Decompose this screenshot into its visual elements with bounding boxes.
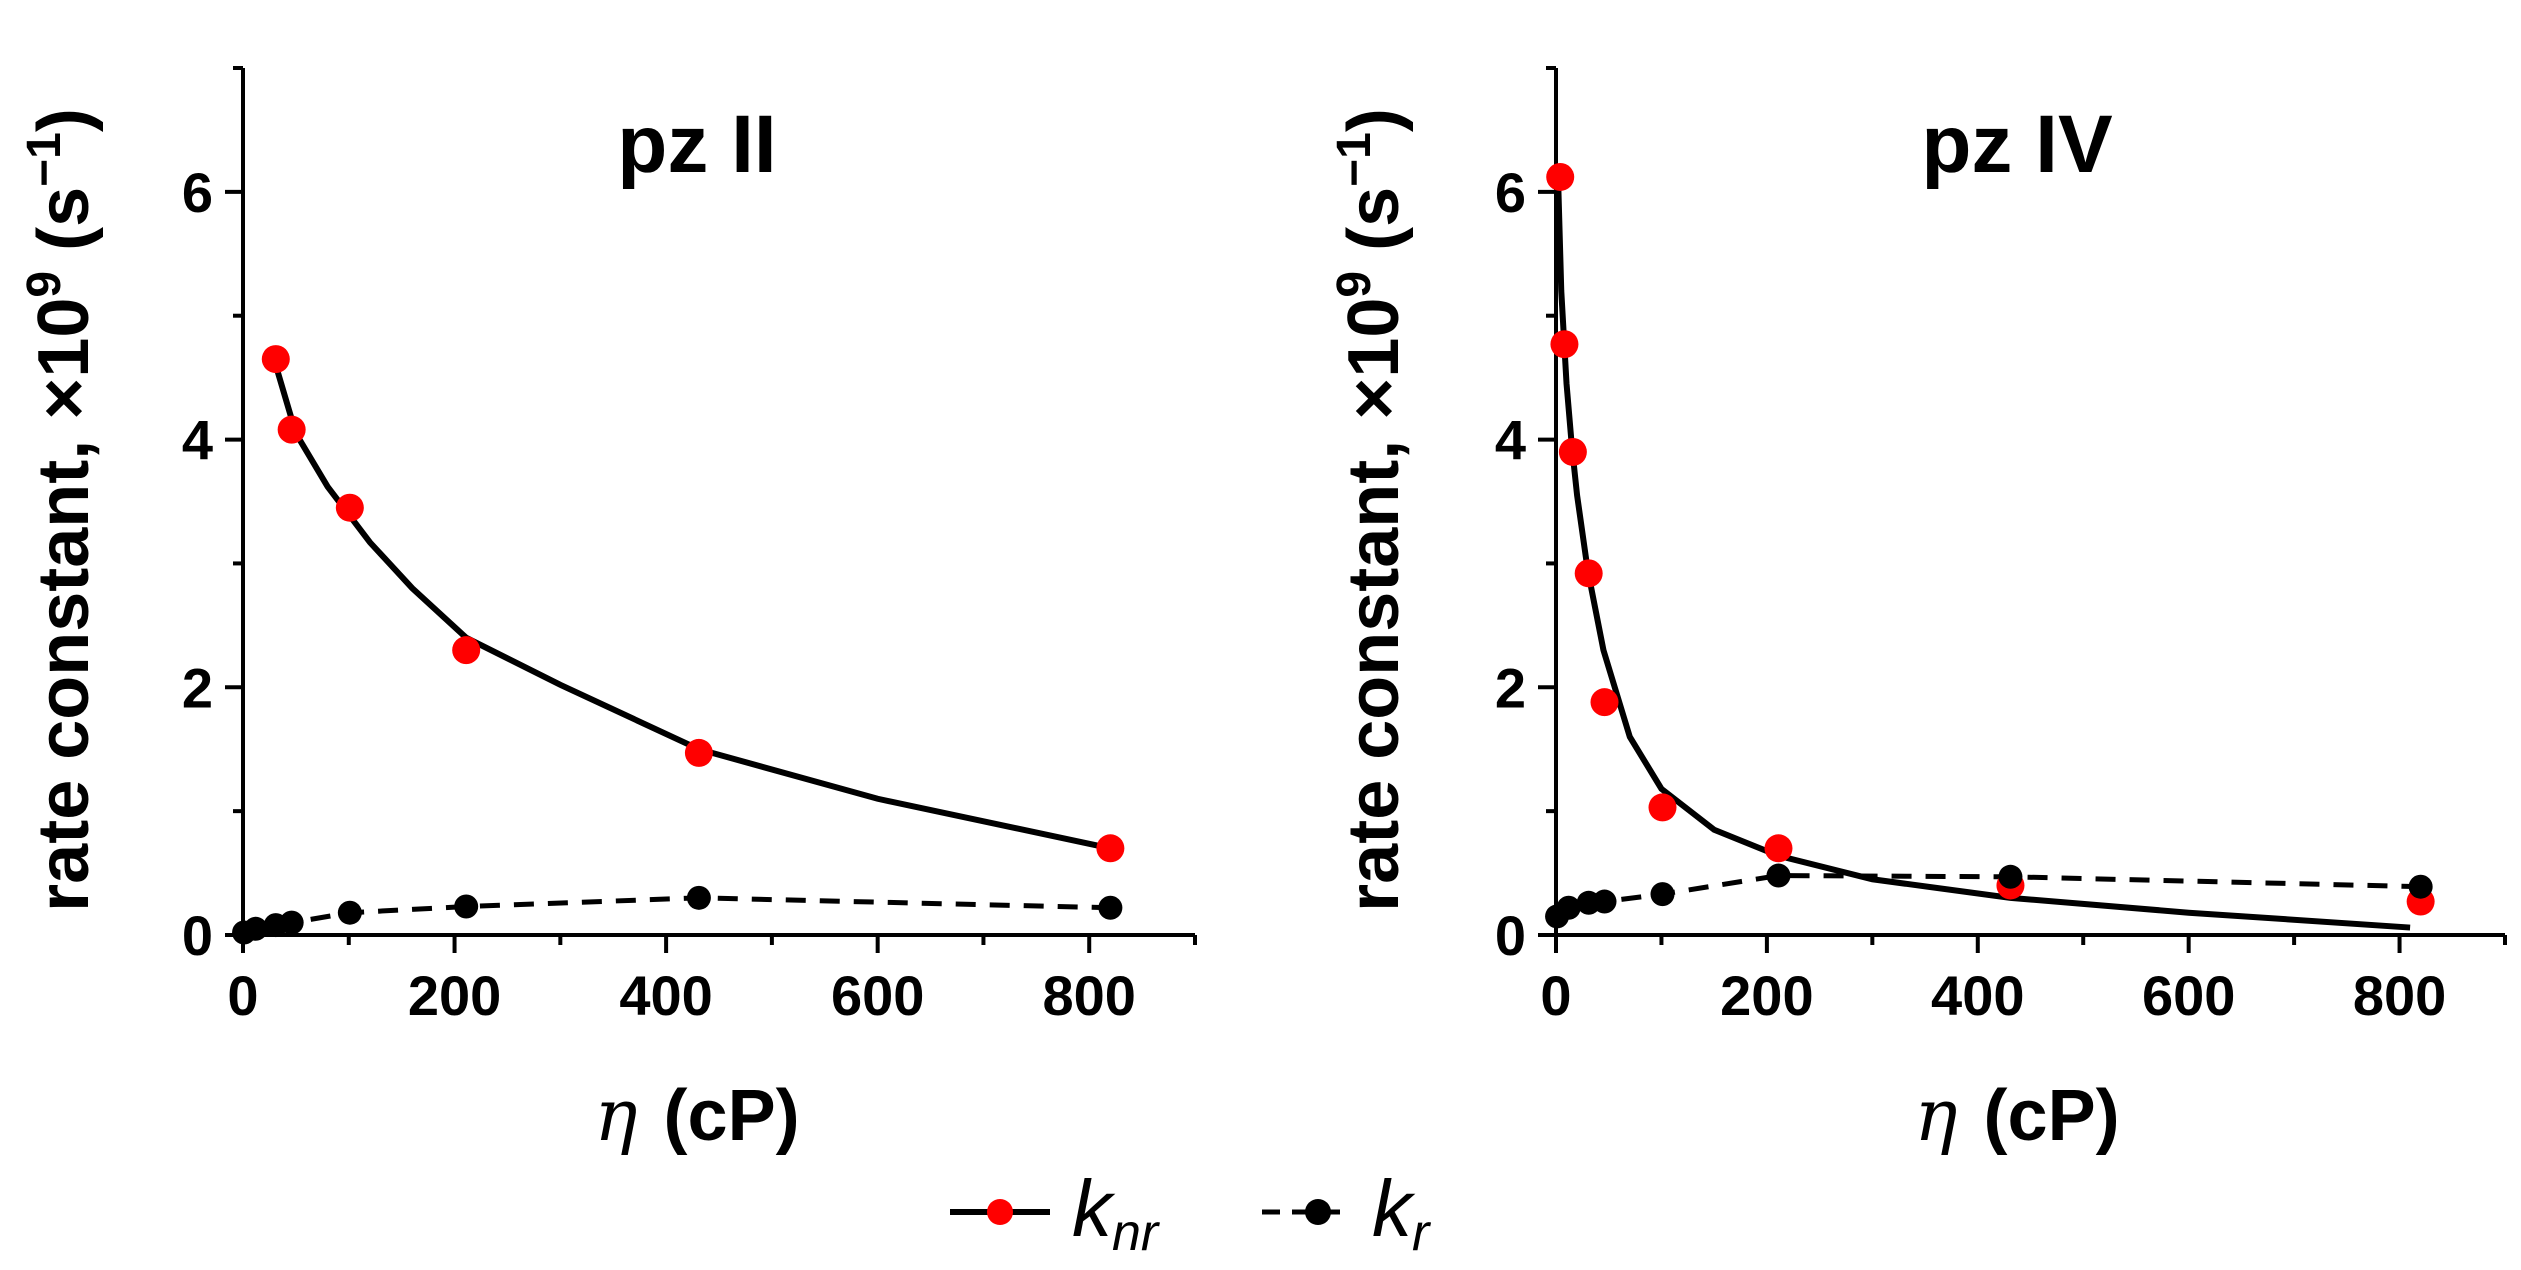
x-tick-label: 400 <box>1931 964 2024 1027</box>
data-point-kr <box>1650 882 1675 907</box>
x-axis-title: η (cP) <box>1914 1073 2119 1157</box>
data-point-knr <box>452 636 481 665</box>
data-point-kr <box>1766 863 1791 888</box>
panel-pz-iv: pz IV η (cP) rate constant, ×109(s−1) 0 2 4… <box>1328 66 2507 1157</box>
data-point-knr <box>684 738 713 767</box>
y-tick-label: 6 <box>182 161 213 224</box>
connector-line-kr <box>243 895 1111 935</box>
y-tick-label: 4 <box>1495 409 1526 472</box>
y-tick-label: 4 <box>182 409 213 472</box>
data-point-kr <box>1556 895 1581 920</box>
data-point-knr <box>261 345 290 374</box>
data-point-knr <box>1590 688 1619 717</box>
data-point-knr <box>1550 330 1579 359</box>
y-tick-label: 2 <box>1495 656 1526 719</box>
data-point-knr <box>1558 437 1587 466</box>
data-point-kr <box>2408 874 2433 899</box>
x-tick-label: 400 <box>619 964 712 1027</box>
data-point-kr <box>686 885 711 910</box>
data-point-kr <box>243 916 268 941</box>
x-tick-label: 600 <box>831 964 924 1027</box>
panel-title: pz IV <box>1921 99 2113 190</box>
y-tick-label: 0 <box>1495 904 1526 967</box>
y-tick-label: 6 <box>1495 161 1526 224</box>
data-point-knr <box>1574 559 1603 588</box>
x-tick-label: 600 <box>2142 964 2235 1027</box>
x-tick-label: 200 <box>408 964 501 1027</box>
data-point-kr <box>1098 895 1123 920</box>
data-point-knr <box>1096 834 1125 863</box>
data-point-kr <box>454 894 479 919</box>
legend-label-knr: knr <box>1072 1164 1161 1262</box>
data-point-kr <box>1998 864 2023 889</box>
fit-curve-knr <box>1555 179 2411 931</box>
data-point-knr <box>277 415 306 444</box>
panel-pz-ii: pz II η (cP) rate constant, ×109(s−1) 0 2 4… <box>18 66 1197 1157</box>
data-point-knr <box>1764 834 1793 863</box>
legend-marker-kr <box>1305 1199 1331 1225</box>
fit-curve-knr <box>272 364 1112 852</box>
x-tick-label: 0 <box>1540 964 1571 1027</box>
data-point-kr <box>1592 889 1617 914</box>
data-point-kr <box>337 900 362 925</box>
x-tick-label: 800 <box>1043 964 1136 1027</box>
legend-marker-knr <box>987 1199 1013 1225</box>
data-point-kr <box>279 910 304 935</box>
data-point-knr <box>335 493 364 522</box>
x-axis-title: η (cP) <box>594 1073 799 1157</box>
legend: knr kr <box>950 1164 1432 1262</box>
data-point-knr <box>1648 793 1677 822</box>
x-tick-label: 0 <box>227 964 258 1027</box>
panel-title: pz II <box>617 99 776 190</box>
y-tick-label: 0 <box>182 904 213 967</box>
legend-label-kr: kr <box>1372 1164 1432 1262</box>
y-axis-title: rate constant, ×109(s−1) <box>18 108 104 912</box>
data-point-knr <box>1546 162 1575 191</box>
y-axis-title: rate constant, ×109(s−1) <box>1328 108 1414 912</box>
x-tick-label: 200 <box>1720 964 1813 1027</box>
x-tick-label: 800 <box>2353 964 2446 1027</box>
y-tick-label: 2 <box>182 656 213 719</box>
